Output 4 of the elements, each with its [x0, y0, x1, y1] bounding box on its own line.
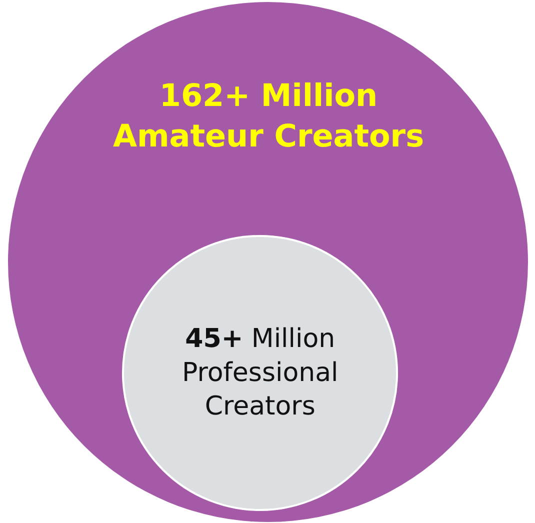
category-label: Professional Creators: [182, 358, 338, 422]
data-label: 45+ Million: [185, 324, 336, 354]
category-label: Amateur Creators: [113, 118, 424, 154]
data-label: 162+ Million: [159, 78, 378, 114]
